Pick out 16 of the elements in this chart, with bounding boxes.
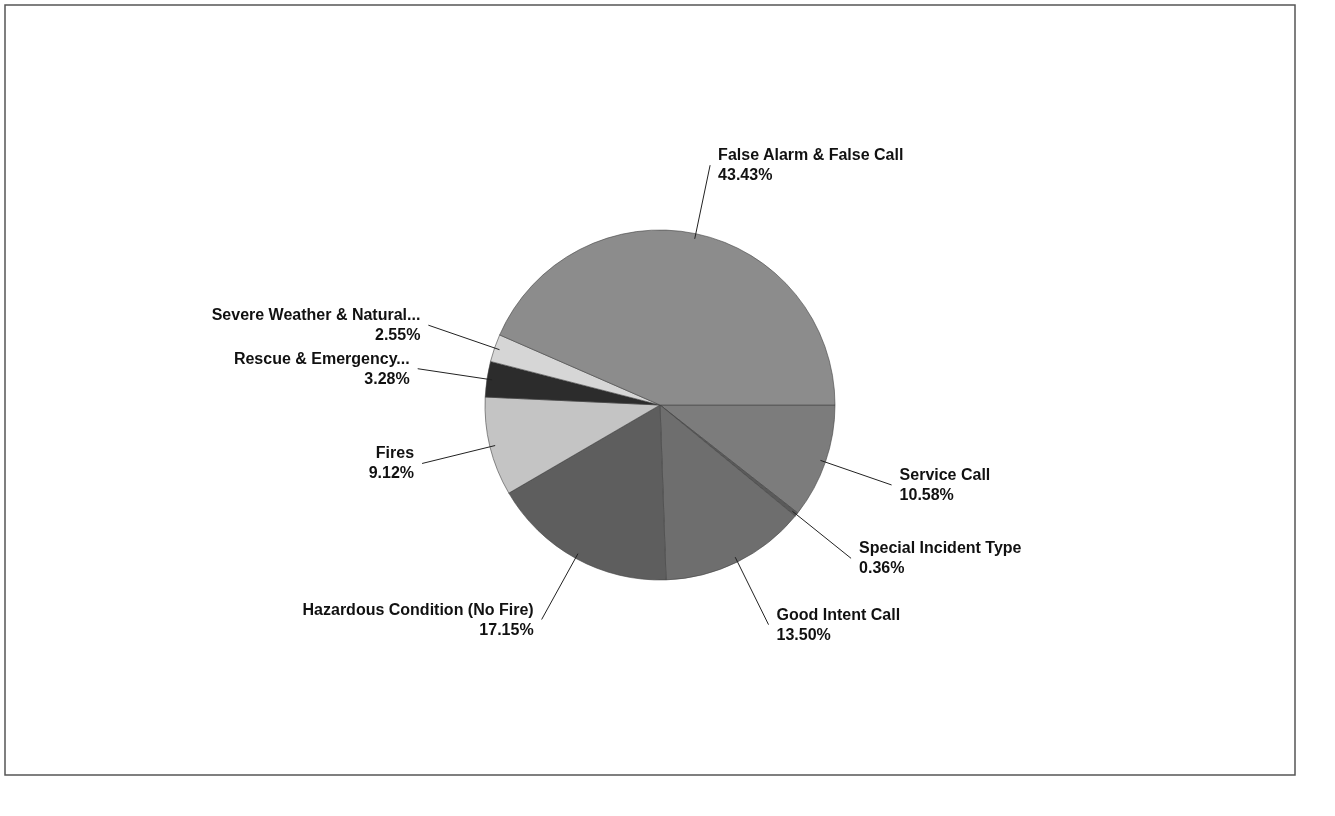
- data-label: 0.36%: [859, 559, 905, 577]
- data-label: 2.55%: [374, 326, 421, 344]
- slice-label: Severe Weather & Natural...: [211, 306, 421, 324]
- slice-label: Good Intent Call: [776, 605, 901, 623]
- slice-label: False Alarm & False Call: [718, 146, 904, 164]
- data-label: 13.50%: [776, 625, 831, 643]
- data-label: 9.12%: [368, 464, 415, 482]
- data-label: 43.43%: [718, 166, 773, 184]
- data-label: 3.28%: [364, 369, 410, 387]
- slice-label: Service Call: [899, 465, 991, 483]
- slice-label: Rescue & Emergency...: [233, 349, 410, 367]
- slice-label: Special Incident Type: [859, 539, 1022, 557]
- data-label: 10.58%: [899, 485, 954, 503]
- slice-label: Fires: [375, 444, 415, 462]
- slice-label: Hazardous Condition (No Fire): [302, 600, 534, 618]
- data-label: 17.15%: [479, 620, 534, 638]
